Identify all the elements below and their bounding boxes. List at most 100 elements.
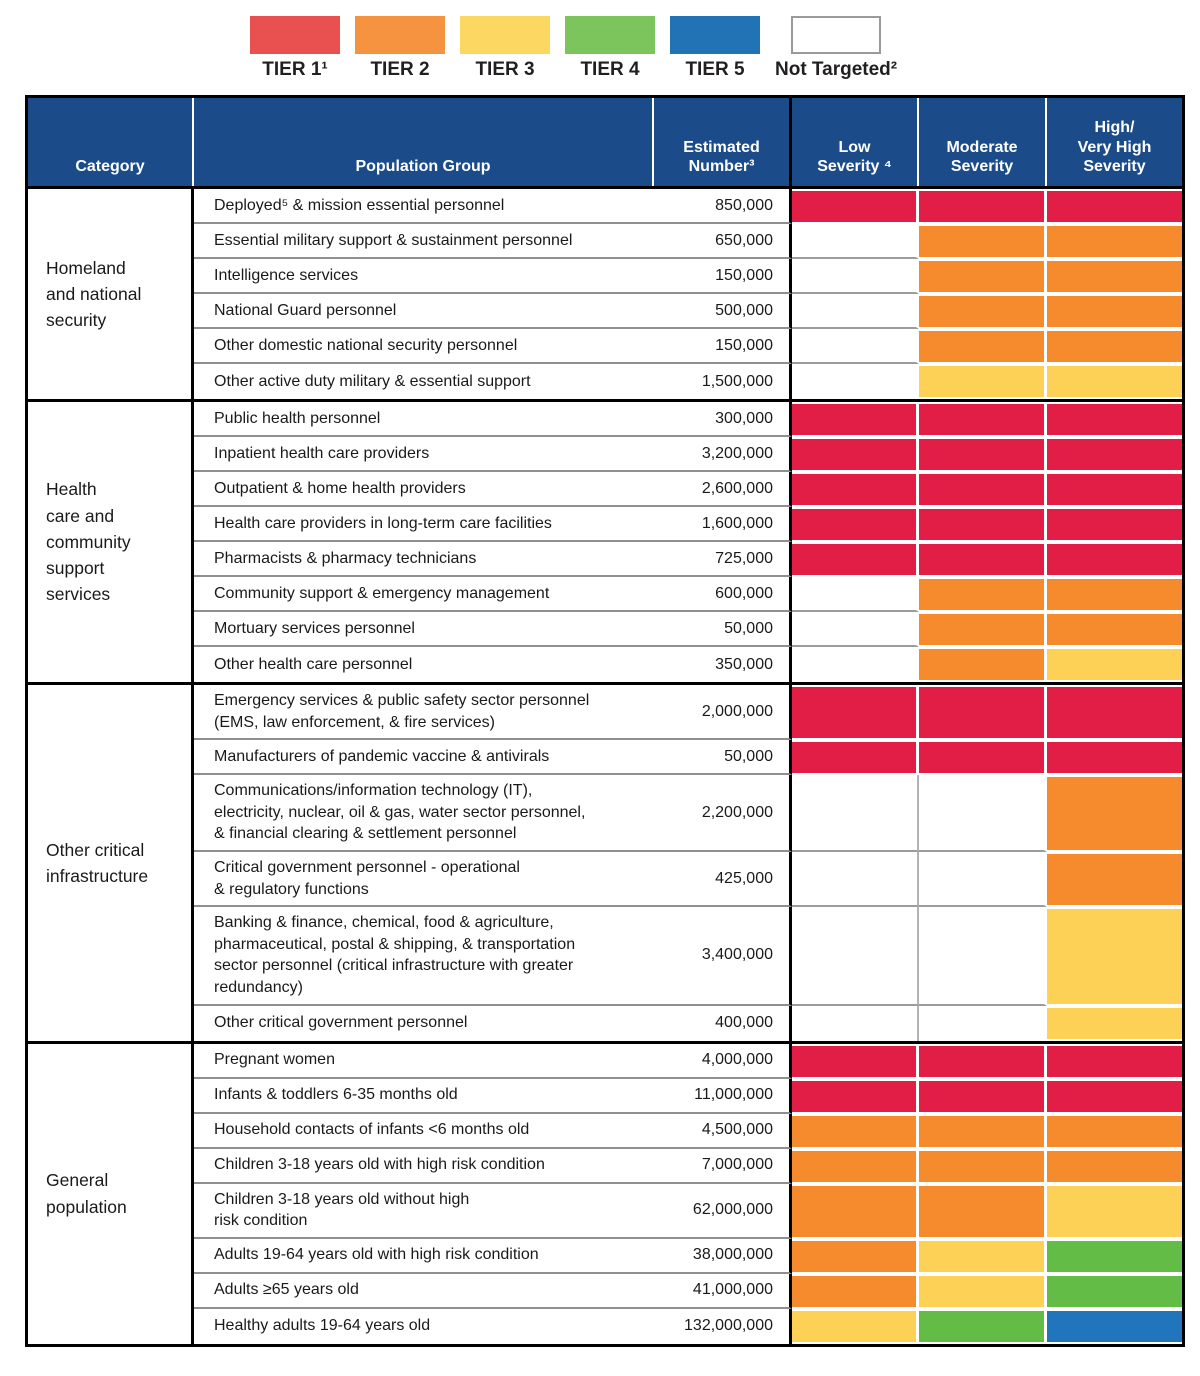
tier-chip (1047, 296, 1182, 327)
tier-chip (919, 742, 1044, 774)
tier-chip (792, 1240, 916, 1272)
tier-chip (1047, 509, 1182, 540)
severity-cell-low (792, 1148, 919, 1184)
population-group-label: Mortuary services personnel (214, 619, 415, 637)
tier-chip (792, 509, 916, 540)
population-group-label: Adults ≥65 years old (214, 1281, 359, 1299)
severity-cell-low (792, 329, 919, 364)
severity-cell-high (1047, 740, 1182, 776)
population-group-cell: Public health personnel 300,000 (194, 402, 792, 437)
tier-chip (792, 1185, 916, 1237)
table-row: Adults ≥65 years old 41,000,000 (194, 1273, 1182, 1309)
estimated-number: 3,200,000 (701, 444, 773, 462)
table-row: National Guard personnel 500,000 (194, 294, 1182, 329)
tier-chip (1047, 366, 1182, 397)
severity-cell-low (792, 189, 919, 224)
population-group-label: Communications/information technology (I… (214, 782, 586, 843)
population-group-cell: Pregnant women 4,000,000 (194, 1043, 792, 1079)
population-group-label: Inpatient health care providers (214, 444, 430, 462)
table-row: Pharmacists & pharmacy technicians 725,00… (194, 542, 1182, 577)
tier-chip (919, 1045, 1044, 1077)
estimated-number: 600,000 (715, 584, 773, 602)
severity-cell-high (1047, 577, 1182, 612)
tier-chip (919, 649, 1044, 680)
legend-label: Not Targeted² (775, 59, 898, 80)
population-group-label: Household contacts of infants <6 months … (214, 1121, 530, 1139)
severity-cell-low (792, 1043, 919, 1079)
allocation-table: Category Population Group Estimated Numb… (25, 95, 1185, 1347)
estimated-number: 1,500,000 (701, 372, 773, 390)
population-group-label: Adults 19-64 years old with high risk co… (214, 1246, 539, 1264)
tier-chip (919, 509, 1044, 540)
legend-label: TIER 5 (685, 59, 745, 80)
tier-chip (1047, 777, 1182, 850)
severity-cell-high (1047, 259, 1182, 294)
estimated-number: 11,000,000 (694, 1086, 773, 1104)
table-row: Children 3-18 years old with high risk c… (194, 1148, 1182, 1184)
population-group-cell: Adults ≥65 years old 41,000,000 (194, 1273, 792, 1309)
population-group-cell: Emergency services & public safety secto… (194, 685, 792, 741)
tier-chip (919, 579, 1044, 610)
population-group-cell: Children 3-18 years old with high risk c… (194, 1148, 792, 1184)
severity-cell-moderate (919, 1005, 1047, 1041)
table-row: Mortuary services personnel 50,000 (194, 612, 1182, 647)
section-rows: Emergency services & public safety secto… (194, 685, 1182, 1041)
severity-cell-high (1047, 224, 1182, 259)
tier-chip (1047, 191, 1182, 222)
legend: TIER 1¹ TIER 2 TIER 3 TIER 4 TIER 5 Not Targe… (250, 16, 1200, 81)
estimated-number: 132,000,000 (684, 1317, 773, 1335)
tier-chip (792, 474, 916, 505)
legend-item: TIER 5 (670, 16, 760, 81)
table-row: Healthy adults 19-64 years old 132,000,00… (194, 1308, 1182, 1344)
severity-cell-moderate (919, 472, 1047, 507)
table-row: Children 3-18 years old without high ris… (194, 1183, 1182, 1239)
tier-chip (792, 404, 916, 435)
tier-chip (1047, 853, 1182, 906)
estimated-number: 350,000 (715, 655, 773, 673)
severity-cell-low (792, 577, 919, 612)
tier-3-swatch (460, 16, 550, 54)
population-group-cell: Community support & emergency management… (194, 577, 792, 612)
tier-chip (792, 439, 916, 470)
severity-cell-moderate (919, 577, 1047, 612)
tier-chip (792, 742, 916, 774)
tier-chip (792, 1045, 916, 1077)
population-group-cell: Deployed⁵ & mission essential personnel 8… (194, 189, 792, 224)
category-label: Homeland and national security (28, 189, 194, 399)
severity-cell-high (1047, 329, 1182, 364)
estimated-number: 4,500,000 (701, 1121, 773, 1139)
tier-chip (919, 1080, 1044, 1112)
table-body: Homeland and national security Deployed⁵ … (28, 189, 1182, 1344)
category-label: General population (28, 1043, 194, 1344)
severity-cell-high (1047, 1308, 1182, 1344)
population-group-cell: Other domestic national security personn… (194, 329, 792, 364)
severity-cell-low (792, 612, 919, 647)
category-section: Health care and community support servic… (28, 399, 1182, 682)
severity-cell-low (792, 472, 919, 507)
population-group-cell: Mortuary services personnel 50,000 (194, 612, 792, 647)
table-row: Essential military support & sustainment… (194, 224, 1182, 259)
tier-chip (919, 1115, 1044, 1147)
tier-chip (1047, 544, 1182, 575)
table-row: Inpatient health care providers 3,200,000 (194, 437, 1182, 472)
header-category: Category (28, 98, 194, 186)
header-population-group: Population Group (194, 98, 654, 186)
severity-cell-high (1047, 437, 1182, 472)
tier-chip (792, 1275, 916, 1307)
severity-cell-high (1047, 364, 1182, 399)
severity-cell-moderate (919, 507, 1047, 542)
severity-cell-moderate (919, 1113, 1047, 1149)
severity-cell-high (1047, 647, 1182, 682)
population-group-cell: National Guard personnel 500,000 (194, 294, 792, 329)
tier-chip (1047, 1007, 1182, 1039)
population-group-label: Health care providers in long-term care … (214, 514, 552, 532)
severity-cell-moderate (919, 740, 1047, 776)
tier-chip (919, 1150, 1044, 1182)
legend-label: TIER 2 (370, 59, 430, 80)
severity-cell-low (792, 364, 919, 399)
population-group-label: Outpatient & home health providers (214, 479, 466, 497)
severity-cell-low (792, 259, 919, 294)
table-row: Adults 19-64 years old with high risk co… (194, 1238, 1182, 1274)
severity-cell-moderate (919, 1078, 1047, 1114)
severity-cell-moderate (919, 329, 1047, 364)
